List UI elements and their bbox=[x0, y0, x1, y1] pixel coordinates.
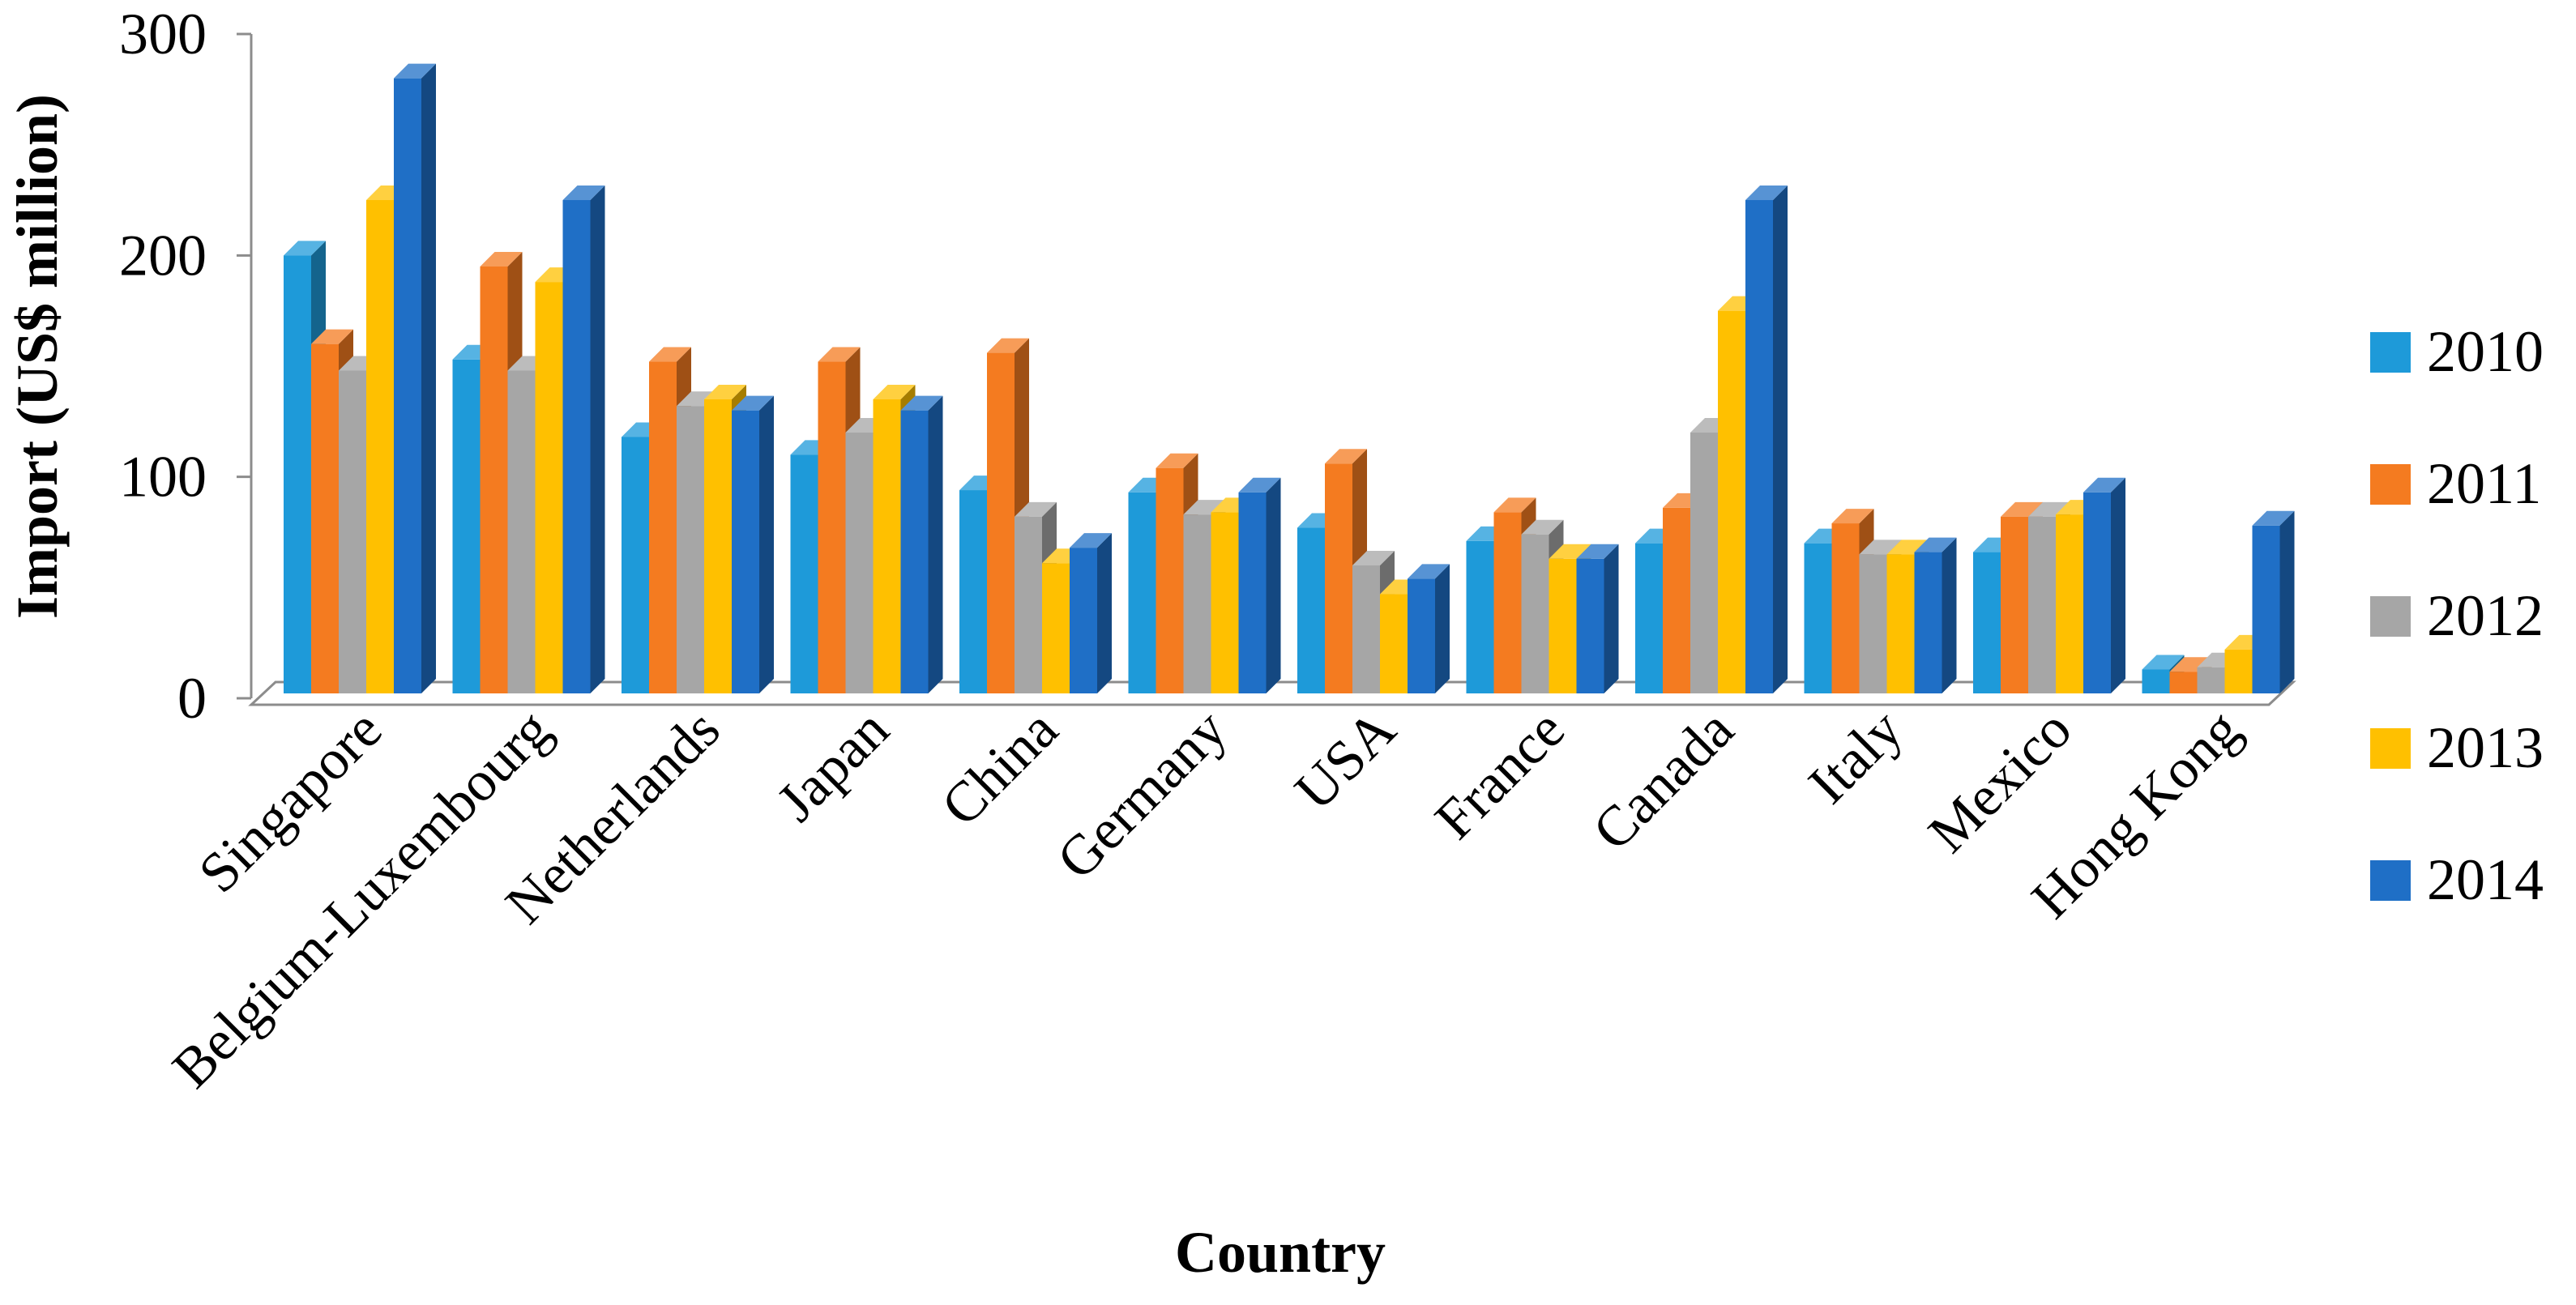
legend-label: 2013 bbox=[2427, 715, 2544, 780]
bar-hong-kong-2014 bbox=[2252, 510, 2295, 693]
legend-label: 2014 bbox=[2427, 847, 2544, 912]
legend-item-2013: 2013 bbox=[2370, 715, 2544, 780]
legend-swatch bbox=[2370, 332, 2411, 373]
legend-item-2014: 2014 bbox=[2370, 847, 2544, 912]
legend-swatch bbox=[2370, 464, 2411, 505]
bar-usa-2014 bbox=[1408, 564, 1450, 693]
x-tick-label: Germany bbox=[1045, 698, 1239, 892]
legend-swatch bbox=[2370, 728, 2411, 769]
bar-china-2014 bbox=[1070, 533, 1112, 693]
x-tick-label: Italy bbox=[1797, 698, 1915, 816]
bar-france-2014 bbox=[1576, 544, 1619, 693]
legend-swatch bbox=[2370, 860, 2411, 901]
bar-japan-2014 bbox=[900, 395, 943, 693]
x-tick-label: Canada bbox=[1581, 698, 1745, 863]
y-axis-title: Import (US$ million) bbox=[5, 94, 70, 619]
x-tick-label: USA bbox=[1284, 698, 1408, 823]
bar-canada-2014 bbox=[1745, 186, 1788, 693]
legend: 2010 2011 2012 2013 2014 bbox=[2370, 319, 2544, 912]
x-tick-label: Mexico bbox=[1917, 698, 2084, 865]
y-tick-label: 300 bbox=[119, 2, 207, 66]
bar-singapore-2014 bbox=[394, 63, 436, 693]
legend-label: 2010 bbox=[2427, 319, 2544, 384]
y-tick-label: 200 bbox=[119, 223, 207, 288]
y-tick-label: 0 bbox=[177, 666, 207, 731]
x-tick-label: Japan bbox=[766, 698, 901, 834]
bars bbox=[284, 63, 2295, 694]
legend-item-2012: 2012 bbox=[2370, 583, 2544, 648]
x-tick-label: China bbox=[930, 698, 1070, 838]
legend-item-2010: 2010 bbox=[2370, 319, 2544, 384]
x-tick-label: France bbox=[1424, 698, 1577, 851]
legend-swatch bbox=[2370, 596, 2411, 637]
bar-netherlands-2014 bbox=[732, 395, 774, 693]
x-axis-title: Country bbox=[1175, 1220, 1386, 1285]
legend-label: 2011 bbox=[2427, 451, 2541, 516]
legend-item-2011: 2011 bbox=[2370, 451, 2541, 516]
bar-italy-2014 bbox=[1914, 537, 1957, 693]
bar-mexico-2014 bbox=[2083, 477, 2125, 693]
bar-belgium-luxembourg-2014 bbox=[562, 186, 605, 693]
legend-label: 2012 bbox=[2427, 583, 2544, 648]
y-tick-label: 100 bbox=[119, 445, 207, 510]
y-tick-labels: 0 100 200 300 bbox=[119, 2, 207, 731]
bar-germany-2014 bbox=[1238, 477, 1281, 693]
